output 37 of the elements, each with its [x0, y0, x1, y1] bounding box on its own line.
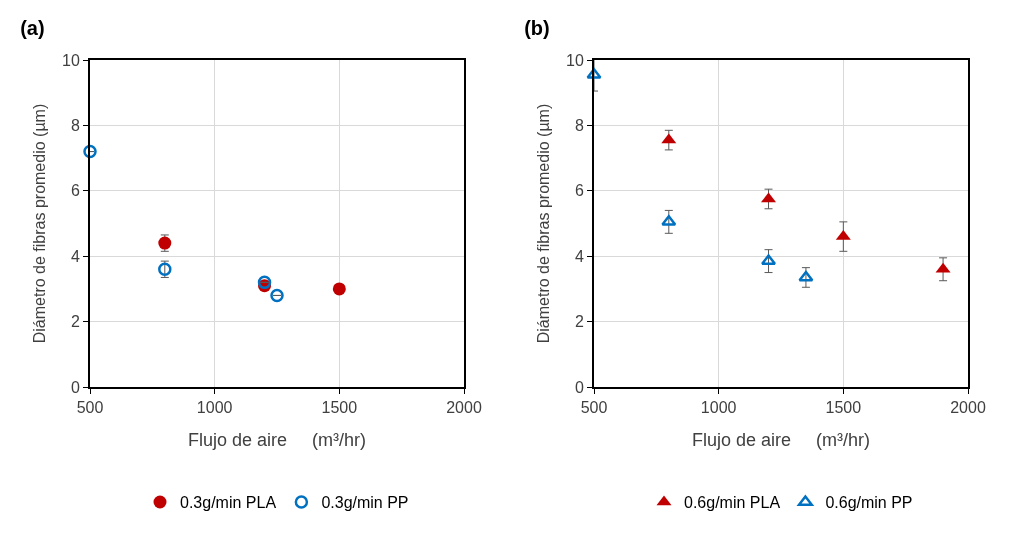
- point: [257, 275, 272, 290]
- y-tick-label: 4: [574, 247, 584, 265]
- y-tick-label: 6: [70, 182, 80, 200]
- y-tick-label: 10: [62, 51, 80, 69]
- point: [332, 282, 346, 296]
- x-axis-title: Flujo de aire (m³/hr): [187, 429, 367, 450]
- point: [270, 288, 284, 303]
- y-tick-label: 8: [574, 117, 584, 134]
- legend-label: 0.6g/min PLA: [684, 494, 781, 512]
- x-tick-label: 1000: [196, 399, 233, 417]
- x-axis-title: Flujo de aire (m³/hr): [691, 429, 871, 450]
- legend-label: 0.3g/min PLA: [180, 494, 277, 512]
- y-tick-label: 2: [574, 313, 584, 331]
- y-tick-label: 0: [574, 378, 584, 396]
- chart-title: (a): [20, 17, 45, 40]
- y-axis-title: Diámetro de fibras promedio (µm): [535, 103, 553, 344]
- x-tick-label: 500: [76, 399, 104, 417]
- y-tick-label: 0: [70, 378, 80, 396]
- point: [798, 270, 814, 282]
- chart-title: (b): [524, 17, 550, 40]
- y-axis-title: Diámetro de fibras promedio (µm): [31, 103, 49, 344]
- y-tick-label: 4: [70, 247, 80, 265]
- x-tick-label: 1500: [321, 399, 358, 417]
- y-tick-label: 6: [574, 182, 584, 200]
- legend-label: 0.3g/min PP: [321, 494, 409, 512]
- y-tick-label: 10: [566, 51, 584, 69]
- x-tick-label: 1500: [825, 399, 862, 417]
- point: [760, 254, 777, 266]
- y-tick-label: 8: [70, 117, 80, 134]
- y-tick-label: 2: [70, 313, 80, 331]
- x-tick-label: 2000: [446, 399, 482, 417]
- x-tick-label: 500: [580, 399, 608, 417]
- point: [83, 144, 97, 159]
- x-tick-label: 1000: [700, 399, 737, 417]
- point: [586, 67, 602, 79]
- legend-label: 0.6g/min PP: [825, 494, 913, 512]
- x-tick-label: 2000: [950, 399, 986, 417]
